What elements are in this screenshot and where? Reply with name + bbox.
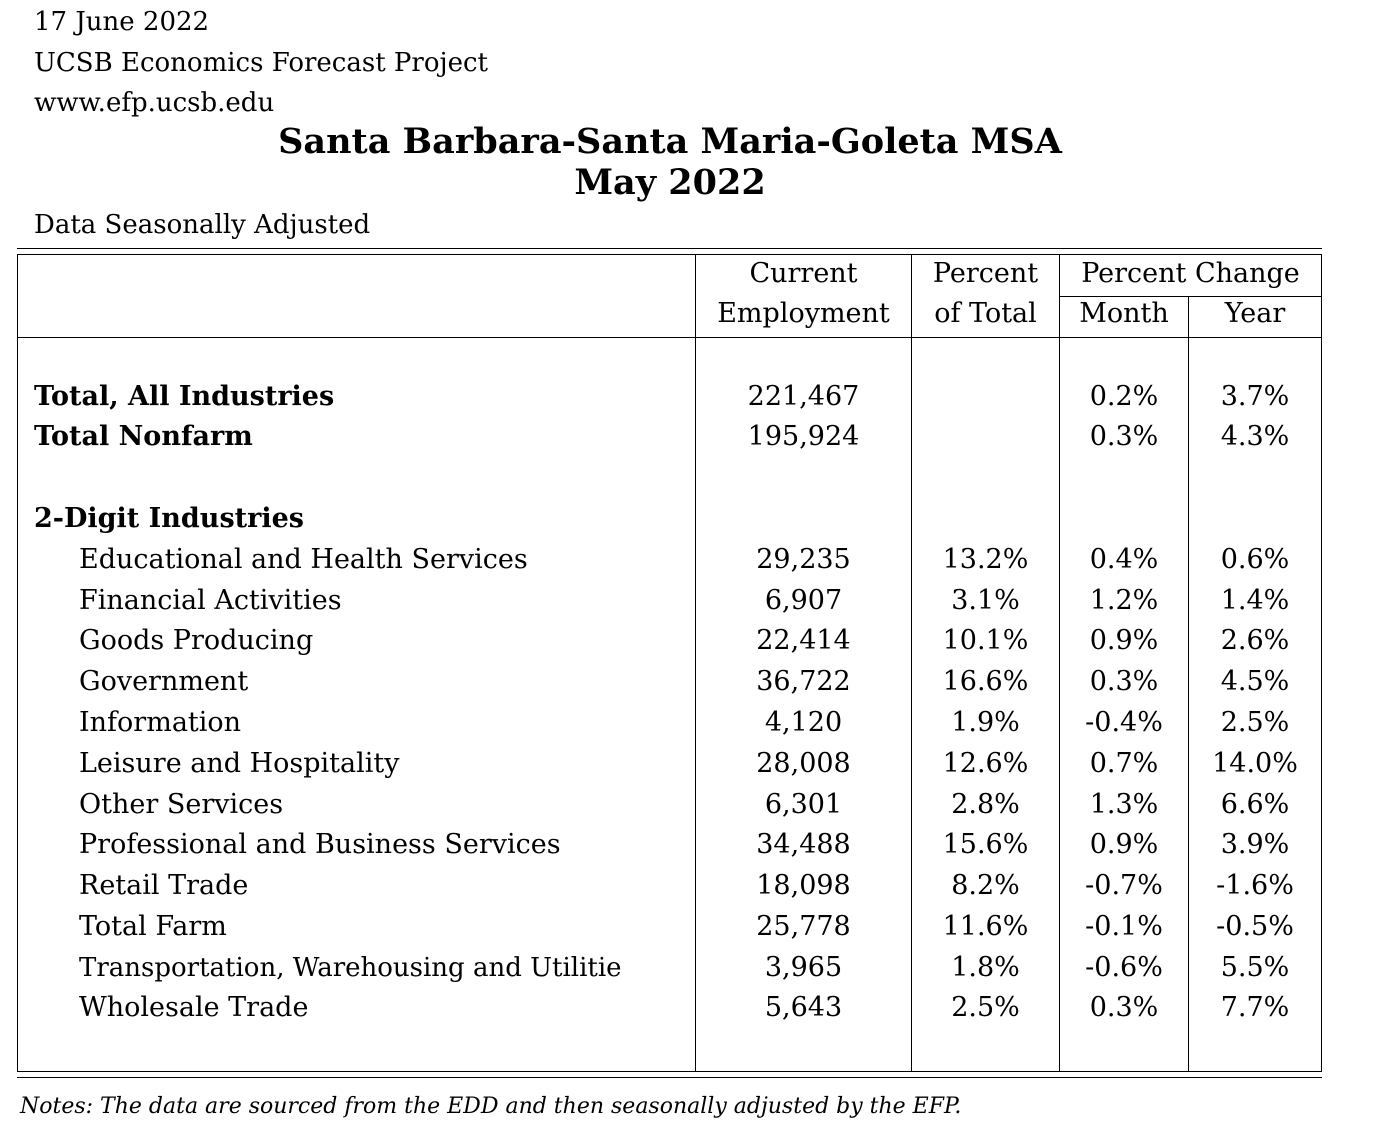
month-change-value: -0.4% bbox=[1085, 707, 1163, 738]
employment-value: 221,467 bbox=[747, 381, 860, 412]
percent-total-value: 16.6% bbox=[942, 666, 1029, 697]
column-divider bbox=[695, 254, 696, 1072]
year-change-value: 4.5% bbox=[1220, 666, 1290, 697]
employment-value: 6,907 bbox=[764, 585, 843, 616]
year-change-value: 4.3% bbox=[1220, 421, 1290, 452]
percent-total-value: 2.5% bbox=[951, 992, 1020, 1023]
row-label: Goods Producing bbox=[79, 625, 314, 656]
year-change-value: -0.5% bbox=[1216, 911, 1294, 942]
year-change-value: 14.0% bbox=[1212, 748, 1298, 779]
report-title: Santa Barbara-Santa Maria-Goleta MSA bbox=[278, 121, 1062, 162]
month-change-value: 0.2% bbox=[1089, 381, 1159, 412]
table-top-rule bbox=[17, 248, 1322, 249]
row-label: Total Farm bbox=[79, 911, 227, 942]
employment-value: 195,924 bbox=[747, 421, 860, 452]
month-change-value: 0.9% bbox=[1089, 829, 1159, 860]
month-change-value: -0.6% bbox=[1085, 952, 1163, 983]
employment-value: 25,778 bbox=[756, 911, 851, 942]
table-right-border bbox=[1321, 254, 1322, 1072]
percent-total-value: 12.6% bbox=[942, 748, 1029, 779]
employment-value: 28,008 bbox=[756, 748, 851, 779]
month-change-value: 0.4% bbox=[1089, 544, 1159, 575]
percent-total-value: 1.8% bbox=[951, 952, 1020, 983]
table-header-rule bbox=[17, 337, 1322, 338]
row-label: Educational and Health Services bbox=[79, 544, 528, 575]
year-change-value: 1.4% bbox=[1220, 585, 1290, 616]
year-change-value: -1.6% bbox=[1216, 870, 1294, 901]
month-change-value: 0.3% bbox=[1089, 992, 1159, 1023]
row-label: Total Nonfarm bbox=[34, 421, 253, 452]
percent-total-value: 2.8% bbox=[951, 789, 1020, 820]
row-label: Financial Activities bbox=[79, 585, 342, 616]
header-year: Year bbox=[1224, 298, 1286, 329]
report-period: May 2022 bbox=[574, 162, 766, 203]
employment-value: 29,235 bbox=[756, 544, 851, 575]
year-change-value: 0.6% bbox=[1220, 544, 1290, 575]
seasonal-adjustment-note: Data Seasonally Adjusted bbox=[34, 210, 371, 240]
section-label: 2-Digit Industries bbox=[34, 503, 304, 534]
row-label: Other Services bbox=[79, 789, 284, 820]
header-current: Current bbox=[749, 258, 858, 289]
header-of-total: of Total bbox=[934, 298, 1037, 329]
header-percent: Percent bbox=[932, 258, 1039, 289]
month-change-value: 1.3% bbox=[1089, 789, 1159, 820]
year-change-value: 3.7% bbox=[1220, 381, 1290, 412]
table-left-border bbox=[17, 254, 18, 1072]
table-top-rule-inner bbox=[17, 254, 1322, 255]
column-divider bbox=[911, 254, 912, 1072]
header-month: Month bbox=[1079, 298, 1169, 329]
employment-value: 34,488 bbox=[756, 829, 851, 860]
percent-total-value: 13.2% bbox=[942, 544, 1029, 575]
percent-total-value: 15.6% bbox=[942, 829, 1029, 860]
website-url: www.efp.ucsb.edu bbox=[34, 88, 275, 118]
month-change-value: 0.7% bbox=[1089, 748, 1159, 779]
row-label: Professional and Business Services bbox=[79, 829, 561, 860]
table-bottom-rule-inner bbox=[17, 1071, 1322, 1072]
employment-value: 18,098 bbox=[756, 870, 851, 901]
row-label: Retail Trade bbox=[79, 870, 249, 901]
header-percent-change: Percent Change bbox=[1081, 258, 1300, 289]
percent-total-value: 3.1% bbox=[951, 585, 1020, 616]
percent-total-value: 11.6% bbox=[942, 911, 1029, 942]
employment-value: 4,120 bbox=[764, 707, 843, 738]
column-divider bbox=[1188, 296, 1189, 1072]
employment-value: 22,414 bbox=[756, 625, 851, 656]
percent-total-value: 8.2% bbox=[951, 870, 1020, 901]
employment-value: 36,722 bbox=[756, 666, 851, 697]
footnote: Notes: The data are sourced from the EDD… bbox=[20, 1094, 962, 1119]
year-change-value: 5.5% bbox=[1220, 952, 1290, 983]
table-bottom-rule bbox=[17, 1077, 1322, 1078]
row-label: Wholesale Trade bbox=[79, 992, 309, 1023]
year-change-value: 3.9% bbox=[1220, 829, 1290, 860]
row-label: Information bbox=[79, 707, 242, 738]
month-change-value: -0.1% bbox=[1085, 911, 1163, 942]
employment-value: 3,965 bbox=[764, 952, 843, 983]
year-change-value: 6.6% bbox=[1220, 789, 1290, 820]
row-label: Government bbox=[79, 666, 249, 697]
year-change-value: 7.7% bbox=[1220, 992, 1290, 1023]
month-change-value: 0.3% bbox=[1089, 666, 1159, 697]
year-change-value: 2.6% bbox=[1220, 625, 1290, 656]
row-label: Leisure and Hospitality bbox=[79, 748, 400, 779]
row-label: Transportation, Warehousing and Utilitie bbox=[79, 953, 622, 983]
month-change-value: 0.9% bbox=[1089, 625, 1159, 656]
employment-value: 5,643 bbox=[764, 992, 843, 1023]
employment-value: 6,301 bbox=[764, 789, 843, 820]
percent-change-underline bbox=[1059, 296, 1322, 297]
month-change-value: 0.3% bbox=[1089, 421, 1159, 452]
organization-name: UCSB Economics Forecast Project bbox=[34, 48, 488, 78]
year-change-value: 2.5% bbox=[1220, 707, 1290, 738]
column-divider bbox=[1059, 254, 1060, 1072]
percent-total-value: 10.1% bbox=[942, 625, 1029, 656]
percent-total-value: 1.9% bbox=[951, 707, 1020, 738]
row-label: Total, All Industries bbox=[34, 381, 335, 412]
month-change-value: 1.2% bbox=[1089, 585, 1159, 616]
month-change-value: -0.7% bbox=[1085, 870, 1163, 901]
report-date: 17 June 2022 bbox=[34, 7, 210, 37]
header-employment: Employment bbox=[717, 298, 890, 329]
